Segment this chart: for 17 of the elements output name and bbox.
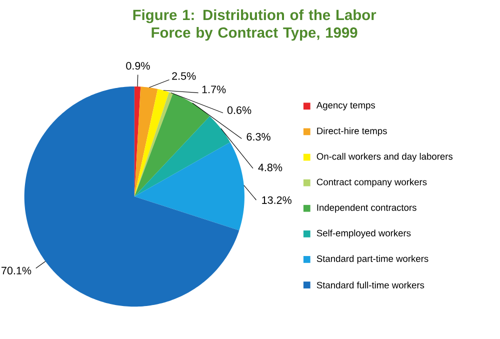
data-label: 13.2% [262,196,292,204]
data-label: 0.6% [227,106,252,114]
legend-label: Independent contractors [317,204,416,213]
legend-label: Agency temps [316,102,376,110]
legend-label: Self-employed workers [316,230,411,238]
legend-label: Standard part-time workers [316,255,428,264]
legend-label: Standard full-time workers [316,282,424,288]
data-label: 1.7% [202,86,226,94]
chart-title: Figure 1: Distribution of the Labor Force by Contract Type, 1999 [133,9,376,41]
data-label: 4.8% [258,164,282,172]
data-label: 2.5% [172,72,196,80]
legend-label: Contract company workers [316,178,427,188]
data-label: 0.9% [126,62,150,70]
legend-label: Direct-hire temps [317,127,387,136]
data-label: 70.1% [2,266,32,274]
data-label: 6.3% [246,132,270,141]
legend-label: On-call workers and day laborers [316,152,453,162]
